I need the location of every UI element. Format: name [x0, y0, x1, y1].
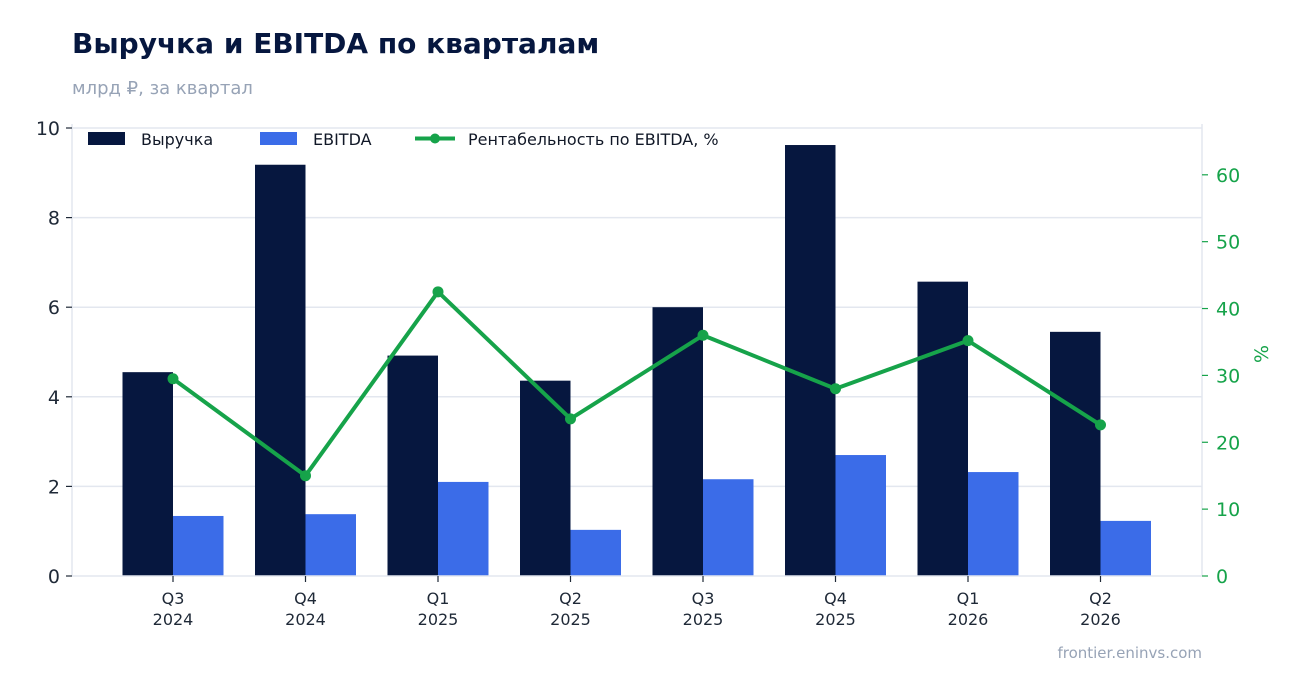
margin-point — [300, 470, 311, 482]
x-tick-label-quarter: Q1 — [957, 589, 980, 608]
bar-revenue — [387, 355, 438, 576]
margin-line — [167, 286, 1106, 482]
bar-revenue — [785, 145, 836, 577]
chart-subtitle: млрд ₽, за квартал — [72, 78, 253, 99]
y-right-tick-label: 30 — [1216, 365, 1240, 387]
y-left-tick-label: 0 — [48, 566, 60, 588]
margin-point — [697, 329, 709, 341]
bar-revenue — [917, 281, 968, 576]
x-tick-label-year: 2025 — [815, 610, 856, 629]
bar-revenue — [255, 164, 306, 576]
bar-ebitda — [703, 479, 754, 576]
y-axis-right-label: % — [1251, 345, 1273, 363]
margin-line-path — [171, 289, 1103, 478]
margin-point — [962, 335, 974, 347]
x-tick-label-quarter: Q4 — [294, 589, 317, 608]
y-right-tick-label: 20 — [1216, 432, 1240, 454]
bar-revenue — [1050, 331, 1101, 576]
legend-label-margin: Рентабельность по EBITDA, % — [468, 130, 719, 149]
bar-ebitda — [968, 472, 1019, 576]
legend-label-ebitda: EBITDA — [313, 130, 372, 149]
x-tick-label-year: 2025 — [683, 610, 724, 629]
margin-point — [830, 383, 841, 395]
axes: 0 2 4 6 8 10 0 10 20 30 40 50 60 Q3 2024 Q4 2024 Q1 2025 Q2… — [36, 118, 1240, 629]
y-right-tick-label: 60 — [1216, 165, 1240, 187]
grid — [72, 127, 1202, 488]
y-left-tick-label: 10 — [36, 118, 60, 140]
y-left-tick-label: 2 — [48, 476, 60, 498]
legend: Выручка EBITDA Рентабельность по EBITDA, % — [88, 130, 719, 149]
bar-ebitda — [570, 529, 621, 576]
x-tick-label-year: 2025 — [418, 610, 459, 629]
legend-label-revenue: Выручка — [141, 130, 213, 149]
margin-point — [432, 286, 444, 298]
x-tick-label-year: 2024 — [153, 610, 194, 629]
source-label: frontier.eninvs.com — [1057, 644, 1202, 662]
x-tick-label-year: 2026 — [948, 610, 989, 629]
bar-ebitda — [835, 455, 886, 576]
bar-revenue — [652, 307, 703, 576]
bar-ebitda — [305, 514, 356, 576]
legend-swatch-margin-dot — [430, 133, 440, 144]
x-tick-label-quarter: Q2 — [559, 589, 582, 608]
x-tick-label-year: 2024 — [285, 610, 326, 629]
x-tick-label-quarter: Q4 — [824, 589, 847, 608]
margin-point — [1095, 419, 1106, 431]
bar-ebitda — [173, 515, 224, 576]
y-right-tick-label: 40 — [1216, 299, 1240, 321]
x-tick-label-year: 2025 — [550, 610, 591, 629]
x-tick-label-quarter: Q2 — [1089, 589, 1112, 608]
y-left-tick-label: 6 — [48, 297, 60, 319]
bar-ebitda — [438, 481, 489, 576]
bars — [122, 145, 1151, 577]
y-right-tick-label: 0 — [1216, 566, 1228, 588]
y-left-tick-label: 8 — [48, 208, 60, 230]
y-right-tick-label: 10 — [1216, 499, 1240, 521]
y-left-tick-label: 4 — [48, 387, 60, 409]
y-right-tick-label: 50 — [1216, 232, 1240, 254]
legend-swatch-ebitda — [260, 132, 297, 145]
margin-point — [167, 373, 179, 385]
x-tick-label-quarter: Q1 — [427, 589, 450, 608]
margin-point — [565, 413, 576, 425]
chart-title: Выручка и EBITDA по кварталам — [72, 27, 599, 60]
bar-ebitda — [1100, 520, 1151, 576]
x-tick-label-quarter: Q3 — [162, 589, 185, 608]
x-tick-label-quarter: Q3 — [692, 589, 715, 608]
x-tick-label-year: 2026 — [1080, 610, 1121, 629]
bar-revenue — [122, 372, 173, 576]
legend-swatch-revenue — [88, 132, 125, 145]
